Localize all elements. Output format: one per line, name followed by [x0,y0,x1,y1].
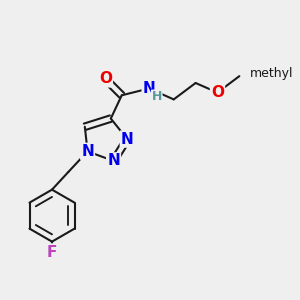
Text: O: O [99,71,112,86]
Text: N: N [81,144,94,159]
Text: H: H [152,90,162,103]
Text: N: N [143,81,155,96]
Text: N: N [121,132,134,147]
Text: O: O [211,85,224,100]
Text: F: F [47,244,57,260]
Text: N: N [107,153,120,168]
Text: methyl: methyl [250,68,293,80]
